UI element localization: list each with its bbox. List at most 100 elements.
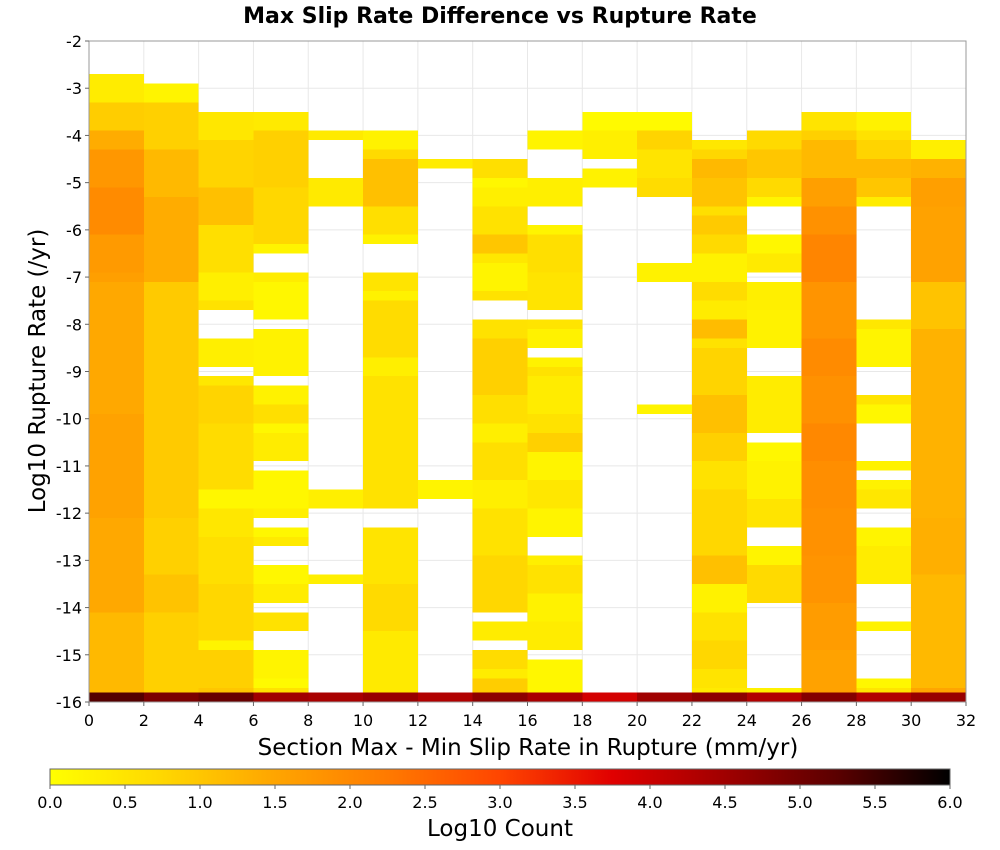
- colorbar-ticks: 0.0 0.5 1.0 1.5 2.0 2.5 3.0 3.5 4.0 4.5 5.0 5.5 6.0: [37, 785, 963, 812]
- x-tick-label: 10: [353, 711, 373, 730]
- heatmap-cell: [911, 692, 966, 702]
- heatmap-cell: [143, 612, 199, 698]
- heatmap-cell: [746, 234, 802, 254]
- heatmap-cell: [89, 102, 144, 131]
- heatmap-cell: [582, 130, 638, 160]
- x-tick-label: 2: [139, 711, 149, 730]
- heatmap-cell: [363, 272, 418, 292]
- heatmap-cell: [911, 574, 966, 688]
- heatmap-cell: [691, 555, 747, 584]
- heatmap-cell: [143, 196, 199, 282]
- heatmap-cell: [801, 461, 857, 509]
- heatmap-cell: [527, 357, 583, 367]
- x-tick-label: 24: [737, 711, 757, 730]
- heatmap-cell: [363, 300, 418, 358]
- heatmap-cell: [801, 602, 857, 651]
- heatmap-cell: [253, 404, 309, 424]
- heatmap-cell: [746, 130, 802, 150]
- heatmap-cell: [89, 187, 144, 235]
- heatmap-cell: [746, 461, 802, 499]
- heatmap-cell: [143, 574, 199, 613]
- heatmap-cell: [801, 650, 857, 698]
- heatmap-cell: [856, 319, 912, 330]
- heatmap-cell: [253, 244, 309, 254]
- heatmap-cell: [746, 498, 802, 528]
- heatmap-cell: [637, 692, 692, 702]
- heatmap-cell: [472, 621, 528, 641]
- y-tick-label: -16: [56, 693, 82, 712]
- heatmap-cell: [253, 508, 309, 518]
- heatmap-cell: [527, 366, 583, 377]
- chart-title: Max Slip Rate Difference vs Rupture Rate: [243, 4, 757, 29]
- heatmap-cell: [89, 74, 144, 103]
- heatmap-cell: [746, 196, 802, 207]
- heatmap-cell: [253, 432, 309, 462]
- heatmap-cell: [582, 692, 638, 702]
- heatmap-cell: [253, 565, 309, 584]
- heatmap-cell: [89, 281, 144, 414]
- heatmap-cell: [911, 206, 966, 282]
- heatmap-cell: [691, 281, 747, 301]
- heatmap-cell: [363, 149, 418, 160]
- heatmap-cell: [472, 206, 528, 235]
- x-tick-label: 32: [956, 711, 976, 730]
- heatmap-cell: [527, 329, 583, 348]
- heatmap-cell: [801, 508, 857, 556]
- heatmap-cell: [746, 177, 802, 197]
- heatmap-cell: [198, 536, 254, 584]
- x-tick-label: 16: [517, 711, 537, 730]
- heatmap-cell: [691, 253, 747, 282]
- heatmap-cell: [691, 640, 747, 669]
- heatmap-cell: [89, 234, 144, 273]
- heatmap-cell: [527, 451, 583, 481]
- heatmap-cell: [308, 574, 364, 584]
- x-tick-label: 18: [572, 711, 592, 730]
- heatmap-cell: [911, 159, 966, 178]
- heatmap-cell: [691, 583, 747, 613]
- heatmap-cell: [637, 111, 692, 131]
- heatmap-cell: [527, 413, 583, 433]
- heatmap-cell: [253, 692, 309, 702]
- heatmap-cell: [198, 423, 254, 490]
- heatmap-cell: [856, 395, 912, 405]
- heatmap-cell: [472, 508, 528, 556]
- heatmap-cell: [856, 546, 912, 584]
- heatmap-cell: [308, 177, 364, 207]
- colorbar-tick-label: 6.0: [937, 793, 962, 812]
- heatmap-cell: [527, 225, 583, 235]
- y-tick-label: -11: [56, 457, 82, 476]
- heatmap-cell: [856, 404, 912, 424]
- x-tick-label: 20: [627, 711, 647, 730]
- heatmap-cell: [89, 149, 144, 188]
- heatmap-cell: [856, 177, 912, 197]
- heatmap-cell: [746, 281, 802, 311]
- heatmap-cell: [911, 281, 966, 330]
- heatmap-cell: [253, 329, 309, 377]
- heatmap-cell: [253, 678, 309, 688]
- heatmap-cell: [691, 692, 747, 702]
- colorbar-tick-label: 0.5: [112, 793, 137, 812]
- heatmap-cell: [363, 692, 418, 702]
- heatmap-cell: [527, 234, 583, 273]
- colorbar-tick-label: 1.0: [187, 793, 212, 812]
- heatmap-cell: [637, 177, 692, 197]
- heatmap-cell: [198, 111, 254, 141]
- heatmap-cell: [637, 262, 692, 282]
- x-tick-label: 0: [84, 711, 94, 730]
- heatmap-cell: [856, 678, 912, 688]
- heatmap-cell: [801, 281, 857, 339]
- heatmap-cell: [89, 612, 144, 698]
- heatmap-cell: [856, 159, 912, 178]
- heatmap-cell: [198, 508, 254, 537]
- heatmap-cell: [637, 130, 692, 150]
- heatmap-cell: [253, 612, 309, 632]
- heatmap-cell: [472, 253, 528, 263]
- heatmap-cell: [143, 149, 199, 197]
- heatmap-cell: [582, 168, 638, 188]
- heatmap-cell: [746, 376, 802, 433]
- heatmap-cell: [527, 130, 583, 150]
- heatmap-cell: [856, 130, 912, 141]
- heatmap-cell: [746, 692, 802, 702]
- heatmap-cell: [691, 300, 747, 320]
- heatmap-cell: [472, 395, 528, 424]
